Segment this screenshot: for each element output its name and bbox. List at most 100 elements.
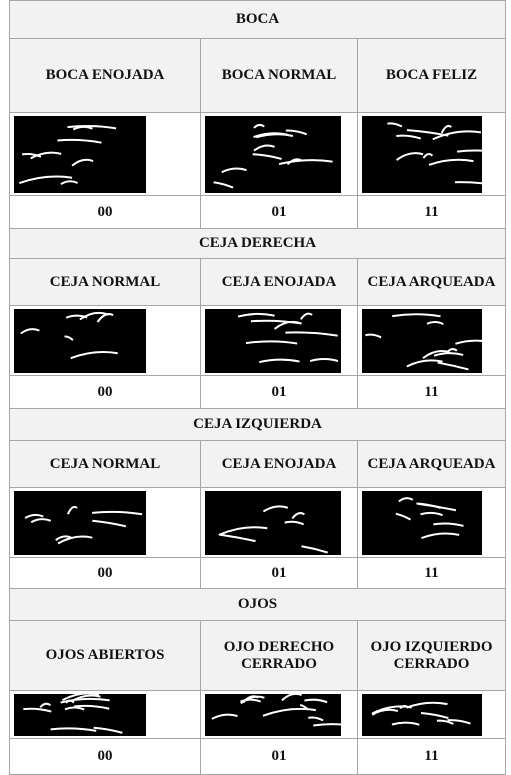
edge-stroke bbox=[437, 361, 469, 370]
edge-stroke bbox=[391, 721, 420, 726]
column-label: CEJA NORMAL bbox=[9, 258, 201, 306]
edge-stroke bbox=[300, 312, 313, 320]
edge-stroke bbox=[392, 312, 441, 317]
code-row: 00 01 11 bbox=[9, 375, 507, 409]
edge-stroke bbox=[422, 152, 434, 159]
edge-stroke bbox=[304, 698, 328, 703]
image-cell bbox=[356, 690, 507, 739]
edge-stroke bbox=[39, 702, 52, 708]
edge-stroke bbox=[57, 138, 102, 144]
image-row bbox=[9, 487, 507, 558]
code: 11 bbox=[356, 557, 507, 589]
edge-stroke bbox=[309, 357, 339, 362]
edge-image bbox=[14, 308, 146, 373]
edge-stroke bbox=[218, 525, 268, 536]
column-label: CEJA NORMAL bbox=[9, 440, 201, 488]
column-label: OJO IZQUIERDO CERRADO bbox=[356, 620, 507, 691]
code-row: 00 01 11 bbox=[9, 557, 507, 589]
image-cell bbox=[356, 305, 507, 376]
image-cell bbox=[200, 487, 358, 558]
edge-stroke bbox=[420, 711, 449, 719]
edge-stroke bbox=[67, 124, 117, 129]
image-row bbox=[9, 690, 507, 739]
column-label: BOCA FELIZ bbox=[356, 38, 507, 113]
image-cell bbox=[200, 690, 358, 739]
image-cell bbox=[200, 305, 358, 376]
edge-image bbox=[205, 693, 341, 736]
code: 11 bbox=[356, 738, 507, 775]
code: 01 bbox=[200, 557, 358, 589]
edge-image bbox=[205, 308, 341, 373]
edge-stroke bbox=[456, 149, 482, 153]
image-cell bbox=[200, 112, 358, 196]
image-cell bbox=[356, 112, 507, 196]
edge-stroke bbox=[245, 339, 298, 344]
edge-stroke bbox=[365, 333, 382, 338]
section-title: CEJA DERECHA bbox=[8, 228, 507, 259]
column-label: BOCA NORMAL bbox=[200, 38, 358, 113]
edge-image bbox=[205, 115, 341, 193]
edge-stroke bbox=[301, 544, 328, 553]
edge-stroke bbox=[421, 532, 460, 539]
edge-stroke bbox=[64, 335, 74, 341]
edge-stroke bbox=[387, 121, 403, 127]
image-cell bbox=[9, 487, 201, 558]
label-row: OJOS ABIERTOS OJO DERECHO CERRADO OJO IZQU… bbox=[9, 620, 507, 691]
code: 01 bbox=[200, 738, 358, 775]
edge-image bbox=[14, 115, 146, 193]
edge-stroke bbox=[60, 179, 79, 185]
image-row bbox=[9, 112, 507, 196]
code-row: 00 01 11 bbox=[9, 195, 507, 229]
edge-image bbox=[14, 693, 146, 736]
edge-image bbox=[362, 490, 482, 555]
edge-stroke bbox=[93, 726, 123, 734]
edge-stroke bbox=[253, 144, 275, 151]
edge-stroke bbox=[398, 496, 414, 502]
edge-stroke bbox=[71, 158, 94, 166]
edge-stroke bbox=[219, 533, 256, 542]
column-label: CEJA ARQUEADA bbox=[356, 258, 507, 306]
edge-stroke bbox=[445, 347, 458, 353]
section-title: OJOS bbox=[8, 588, 507, 621]
code: 01 bbox=[200, 195, 358, 229]
edge-stroke bbox=[66, 505, 78, 515]
edge-stroke bbox=[21, 152, 42, 158]
edge-stroke bbox=[433, 521, 464, 527]
code: 11 bbox=[356, 195, 507, 229]
edge-stroke bbox=[65, 699, 75, 704]
edge-stroke bbox=[30, 517, 52, 523]
edge-stroke bbox=[255, 132, 294, 138]
edge-stroke bbox=[70, 694, 101, 702]
column-label: CEJA ARQUEADA bbox=[356, 440, 507, 488]
edge-stroke bbox=[406, 128, 449, 137]
section-row: OJOS bbox=[8, 588, 507, 621]
image-cell bbox=[356, 487, 507, 558]
edge-stroke bbox=[96, 312, 114, 323]
edge-stroke bbox=[455, 339, 482, 345]
column-label: CEJA ENOJADA bbox=[200, 440, 358, 488]
edge-stroke bbox=[24, 513, 44, 519]
edge-stroke bbox=[396, 134, 422, 140]
code: 00 bbox=[9, 557, 201, 589]
edge-stroke bbox=[436, 719, 454, 725]
edge-stroke bbox=[291, 511, 305, 519]
column-label: BOCA ENOJADA bbox=[9, 38, 201, 113]
image-cell bbox=[9, 112, 201, 196]
edge-image bbox=[205, 490, 341, 555]
edge-stroke bbox=[79, 311, 107, 320]
edge-stroke bbox=[395, 151, 424, 161]
section-title: BOCA bbox=[8, 0, 507, 39]
edge-stroke bbox=[447, 718, 471, 724]
edge-stroke bbox=[406, 701, 448, 708]
label-row: BOCA ENOJADA BOCA NORMAL BOCA FELIZ bbox=[9, 38, 507, 113]
label-row: CEJA NORMAL CEJA ENOJADA CEJA ARQUEADA bbox=[9, 440, 507, 488]
edge-stroke bbox=[50, 726, 97, 732]
feature-table: BOCA BOCA ENOJADA BOCA NORMAL BOCA FELIZ 00 0… bbox=[8, 0, 507, 775]
edge-stroke bbox=[20, 327, 40, 334]
edge-stroke bbox=[70, 350, 118, 359]
edge-stroke bbox=[30, 151, 62, 159]
edge-stroke bbox=[237, 312, 275, 318]
section-row: CEJA IZQUIERDA bbox=[8, 408, 507, 441]
edge-stroke bbox=[313, 722, 341, 726]
edge-stroke bbox=[371, 708, 399, 716]
